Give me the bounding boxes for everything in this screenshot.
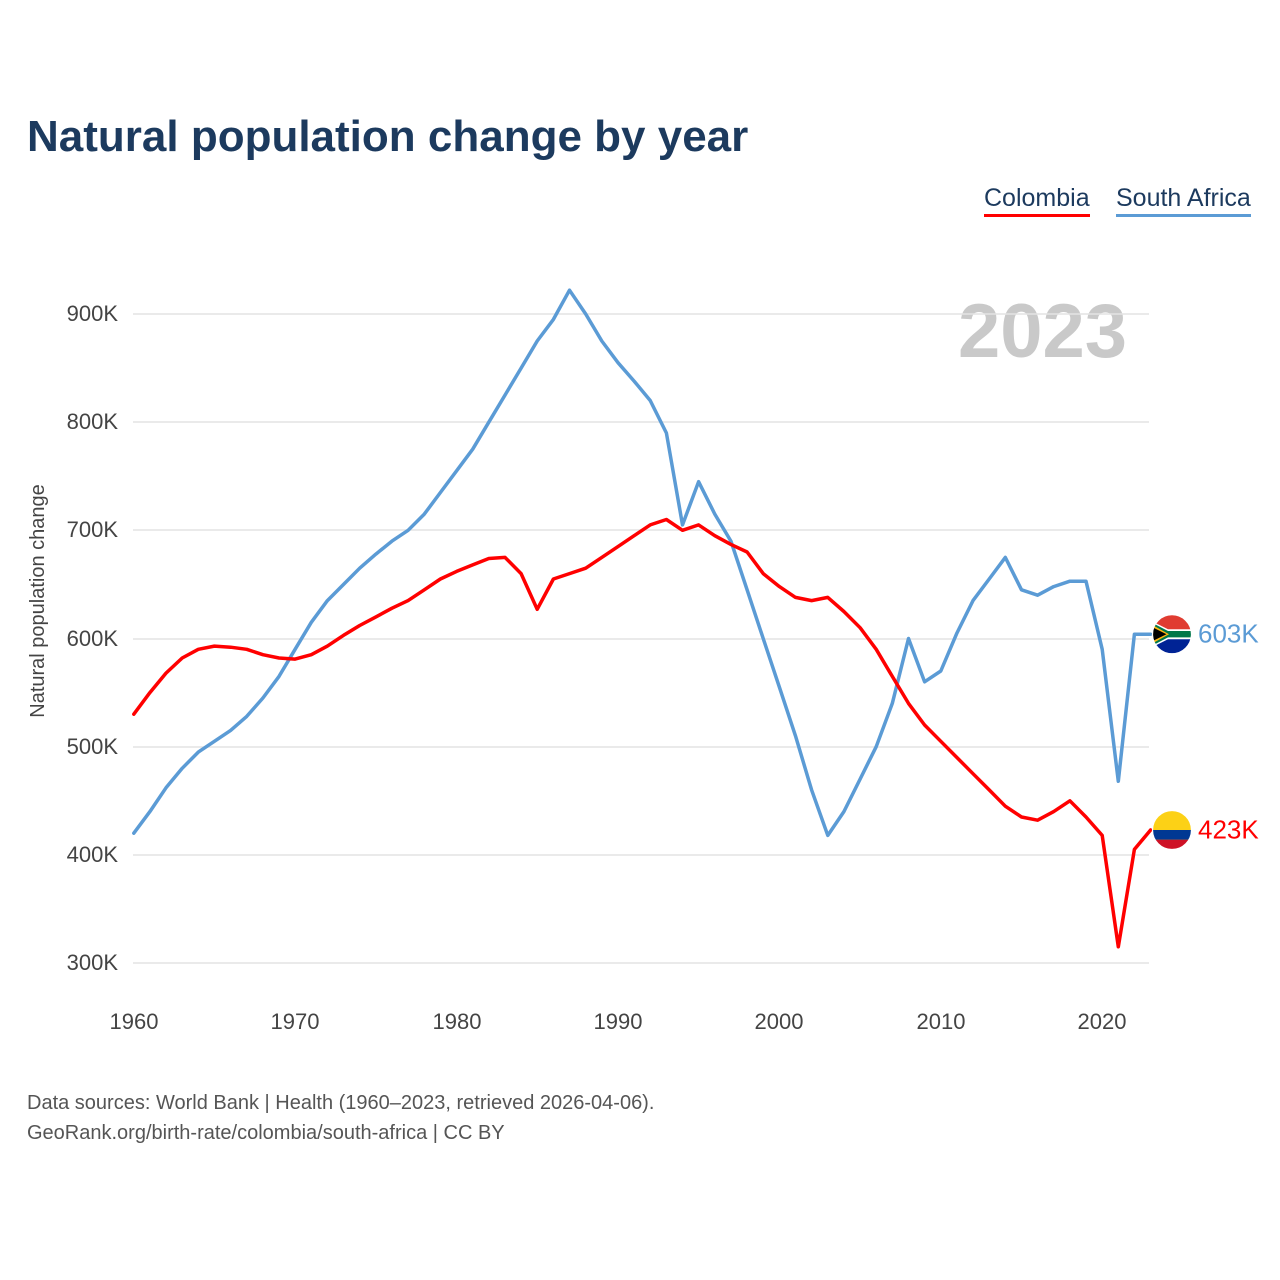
svg-text:1960: 1960 bbox=[110, 1009, 159, 1034]
svg-text:423K: 423K bbox=[1198, 815, 1259, 845]
svg-text:1970: 1970 bbox=[271, 1009, 320, 1034]
svg-text:500K: 500K bbox=[67, 734, 119, 759]
svg-text:2000: 2000 bbox=[755, 1009, 804, 1034]
svg-text:Natural population change: Natural population change bbox=[27, 484, 49, 718]
svg-text:1990: 1990 bbox=[594, 1009, 643, 1034]
svg-text:2010: 2010 bbox=[917, 1009, 966, 1034]
svg-text:700K: 700K bbox=[67, 517, 119, 542]
svg-text:800K: 800K bbox=[67, 409, 119, 434]
svg-text:603K: 603K bbox=[1198, 619, 1259, 649]
svg-text:600K: 600K bbox=[67, 626, 119, 651]
svg-text:1980: 1980 bbox=[433, 1009, 482, 1034]
svg-text:400K: 400K bbox=[67, 842, 119, 867]
svg-text:300K: 300K bbox=[67, 950, 119, 975]
svg-text:900K: 900K bbox=[67, 301, 119, 326]
svg-text:2020: 2020 bbox=[1078, 1009, 1127, 1034]
